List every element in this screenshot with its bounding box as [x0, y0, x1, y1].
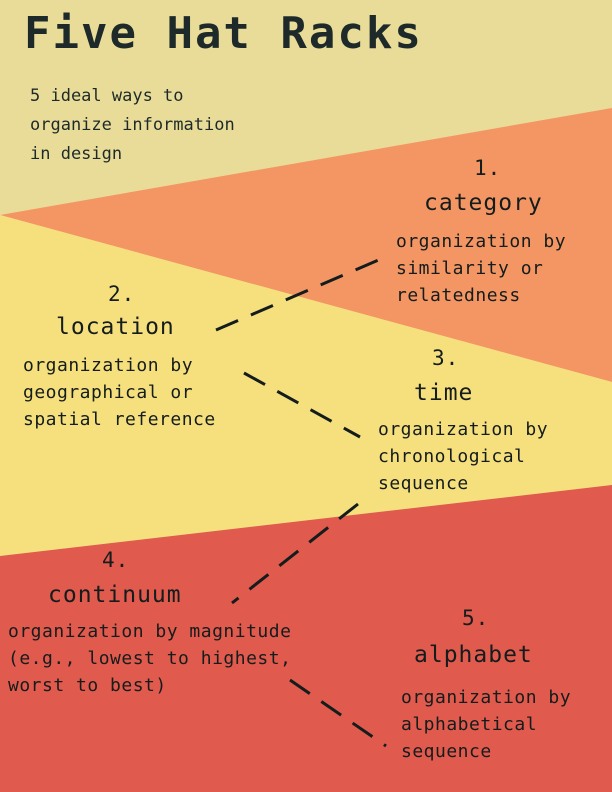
- subtitle: 5 ideal ways to organize information in …: [30, 86, 235, 164]
- item-number-category: 1.: [474, 156, 502, 180]
- connector-time-continuum: [231, 502, 359, 605]
- item-name-category: category: [424, 190, 543, 216]
- item-name-location: location: [56, 314, 175, 340]
- item-description-location: organization by geographical or spatial …: [23, 355, 216, 430]
- item-description-category: organization by similarity or relatednes…: [396, 231, 567, 306]
- connector-continuum-alphabet: [289, 678, 387, 748]
- connector-location-category: [215, 253, 391, 332]
- item-name-alphabet: alphabet: [414, 642, 533, 668]
- item-description-alphabet: organization by alphabetical sequence: [401, 687, 572, 762]
- connector-location-time: [243, 371, 361, 439]
- orange-band: [0, 108, 612, 382]
- item-description-time: organization by chronological sequence: [378, 419, 549, 494]
- item-name-continuum: continuum: [48, 582, 182, 608]
- item-number-continuum: 4.: [102, 548, 130, 572]
- item-description-continuum: organization by magnitude (e.g., lowest …: [8, 621, 292, 696]
- item-name-time: time: [414, 380, 474, 406]
- yellow-band: [0, 215, 612, 556]
- red-band: [0, 485, 612, 792]
- item-number-alphabet: 5.: [462, 606, 490, 630]
- item-number-time: 3.: [432, 346, 460, 370]
- page-title: Five Hat Racks: [24, 8, 423, 59]
- item-number-location: 2.: [108, 282, 136, 306]
